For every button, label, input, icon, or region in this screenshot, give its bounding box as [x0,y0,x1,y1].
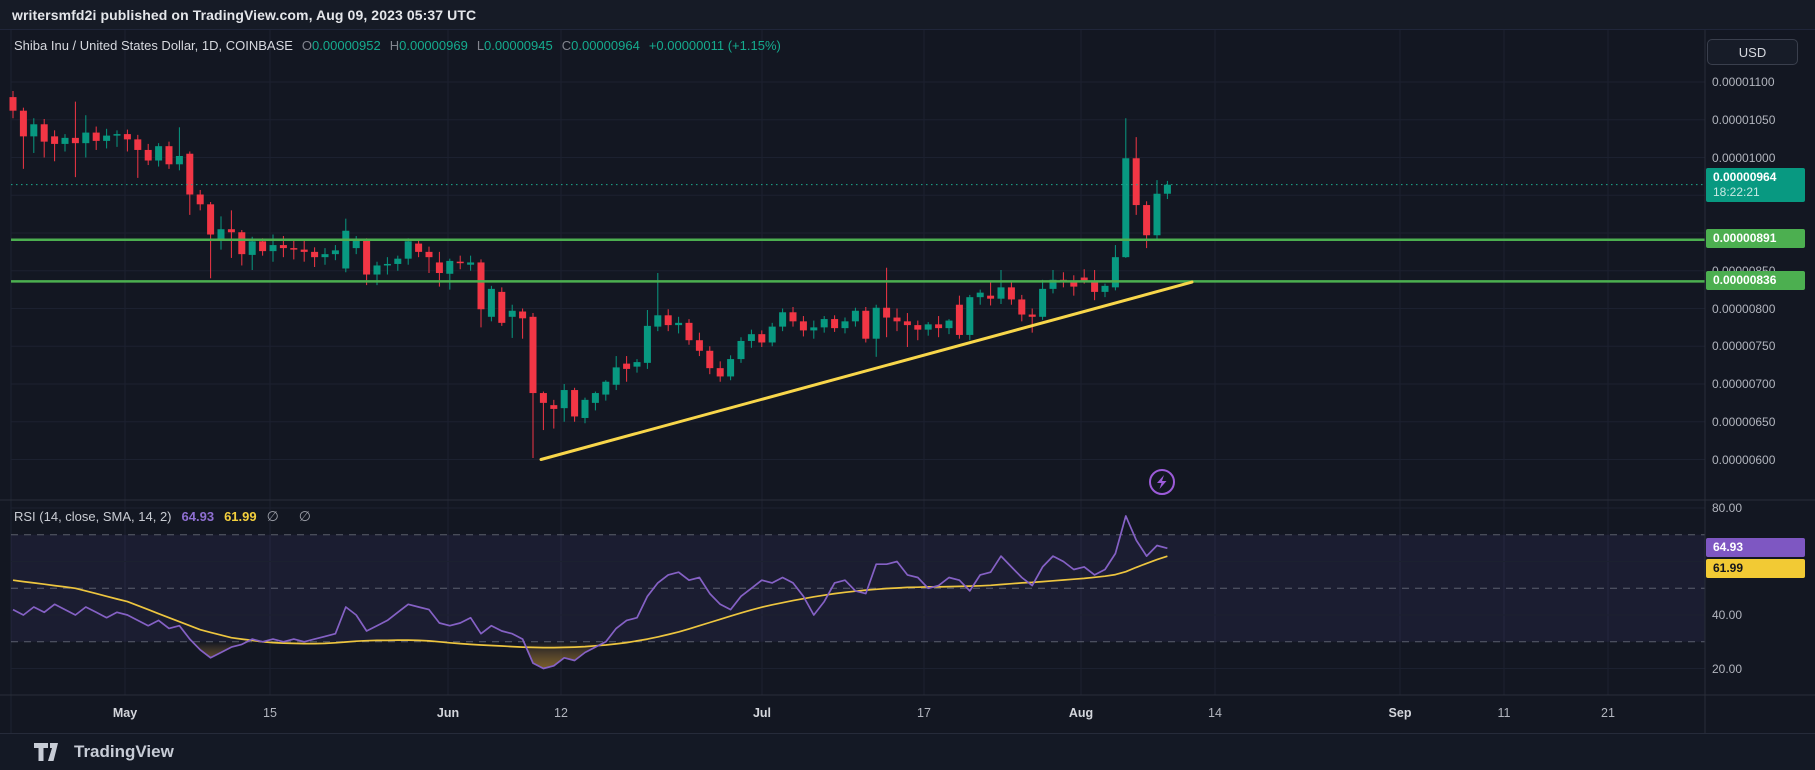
time-axis-tick: Jun [436,706,460,720]
price-axis-tick: 0.00000800 [1712,301,1776,316]
attribution-text: writersmfd2i published on TradingView.co… [12,6,477,23]
time-axis-tick: 14 [1208,706,1222,720]
time-axis-tick: 21 [1601,706,1615,720]
currency-button[interactable]: USD [1707,39,1798,65]
high-label: H [389,38,400,53]
current-price-badge: 0.00000964 18:22:21 [1706,167,1805,202]
tradingview-brand-text[interactable]: TradingView [74,742,174,761]
price-axis-tick: 0.00001000 [1712,150,1776,165]
time-axis-tick: May [112,706,138,720]
time-axis-tick: Jul [752,706,772,720]
time-axis-tick: 15 [263,706,277,720]
rsi-sma-value: 61.99 [224,509,257,524]
low-label: L [476,38,485,53]
low-value: 0.00000945 [484,38,553,53]
high-value: 0.00000969 [399,38,468,53]
open-label: O [301,38,313,53]
rsi-axis-tick: 40.00 [1712,608,1743,622]
symbol-legend: Shiba Inu / United States Dollar, 1D, CO… [14,38,781,53]
tradingview-logo-icon[interactable] [34,743,64,761]
rsi-axis-tick: 80.00 [1712,501,1743,515]
current-price-value: 0.00000964 [1713,169,1777,184]
open-value: 0.00000952 [312,38,381,53]
price-axis-tick: 0.00000650 [1712,414,1776,429]
change-value: +0.00000011 (+1.15%) [648,38,781,53]
price-axis-tick: 0.00001050 [1712,112,1776,127]
support-price-badge: 0.00000836 [1706,270,1805,290]
attribution-bar: writersmfd2i published on TradingView.co… [0,0,1815,30]
close-value: 0.00000964 [571,38,640,53]
price-axis-tick: 0.00000750 [1712,339,1776,354]
empty-set-icons: ∅ ∅ [266,508,319,524]
rsi-title: RSI (14, close, SMA, 14, 2) [14,509,172,524]
time-axis-tick: 11 [1497,706,1511,720]
resistance-price-badge: 0.00000891 [1706,229,1805,249]
time-axis-tick: 12 [554,706,568,720]
close-label: C [561,38,572,53]
zap-marker-icon[interactable] [1149,469,1175,495]
time-axis-tick: 17 [917,706,931,720]
rsi-value: 64.93 [181,509,215,524]
rsi-legend: RSI (14, close, SMA, 14, 2) 64.93 61.99 ∅ ∅ [14,508,319,525]
footer-bar: TradingView [0,733,1815,770]
time-axis-tick: Sep [1388,706,1412,720]
rsi-value-badge: 64.93 [1706,538,1805,557]
symbol-title: Shiba Inu / United States Dollar, 1D, CO… [14,38,293,53]
price-axis-tick: 0.00000600 [1712,452,1776,467]
price-axis-tick: 0.00000700 [1712,377,1776,391]
rsi-axis-tick: 20.00 [1712,661,1743,676]
time-axis-tick: Aug [1068,706,1094,720]
bar-countdown: 18:22:21 [1713,184,1760,199]
rsi-sma-value-badge: 61.99 [1706,559,1805,578]
price-axis-tick: 0.00001100 [1712,75,1775,89]
